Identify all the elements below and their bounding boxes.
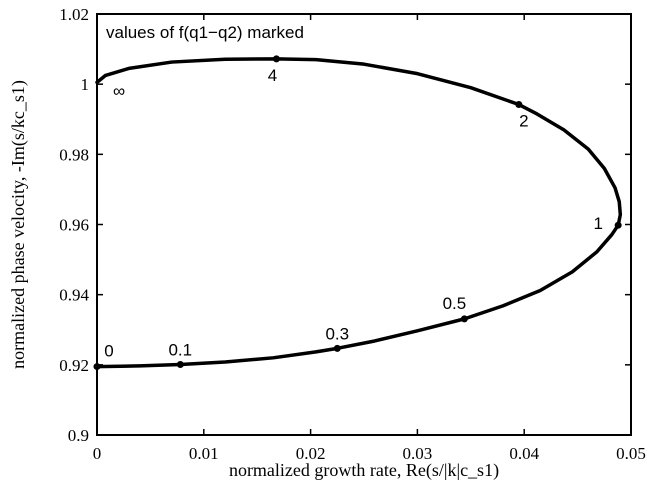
x-tick-label: 0 (93, 444, 102, 463)
marker-label: 4 (268, 66, 277, 85)
marker-point (614, 221, 622, 229)
marker-point (460, 315, 468, 323)
marker-label: 0.3 (325, 324, 349, 343)
y-tick-label: 0.9 (68, 426, 89, 445)
y-tick-label: 0.98 (59, 145, 89, 164)
annotation-text: values of f(q1−q2) marked (106, 23, 304, 42)
y-tick-label: 0.92 (59, 356, 89, 375)
marker-label: 2 (519, 112, 528, 131)
x-tick-label: 0.04 (509, 444, 539, 463)
marker-label: 1 (593, 214, 602, 233)
marker-label: 0 (104, 342, 113, 361)
y-tick-label: 1.02 (59, 5, 89, 24)
marker-point (176, 360, 184, 368)
y-tick-label: 1 (81, 75, 90, 94)
x-tick-label: 0.03 (403, 444, 433, 463)
y-tick-label: 0.96 (59, 216, 89, 235)
axes-frame (96, 13, 632, 436)
plot-area: 0 0.01 0.02 0.03 0.04 0.05 0.9 0.92 0.94 0.96 0.98… (8, 5, 646, 481)
marker-label: 0.5 (443, 294, 467, 313)
series-line (95, 57, 623, 369)
y-tick-label: 0.94 (59, 286, 89, 305)
marker-point (272, 55, 280, 63)
marker-point (515, 101, 523, 109)
x-tick-label: 0.05 (616, 444, 646, 463)
marker-point (93, 363, 101, 371)
x-axis-label: normalized growth rate, Re(s/|k|c_s1) (229, 460, 499, 481)
marker-label: ∞ (113, 81, 125, 100)
y-axis-label: normalized phase velocity, -Im(s/kc_s1) (8, 80, 29, 369)
marker-point (333, 344, 341, 352)
x-tick-label: 0.01 (189, 444, 219, 463)
marker-label: 0.1 (168, 340, 192, 359)
x-tick-label: 0.02 (296, 444, 326, 463)
